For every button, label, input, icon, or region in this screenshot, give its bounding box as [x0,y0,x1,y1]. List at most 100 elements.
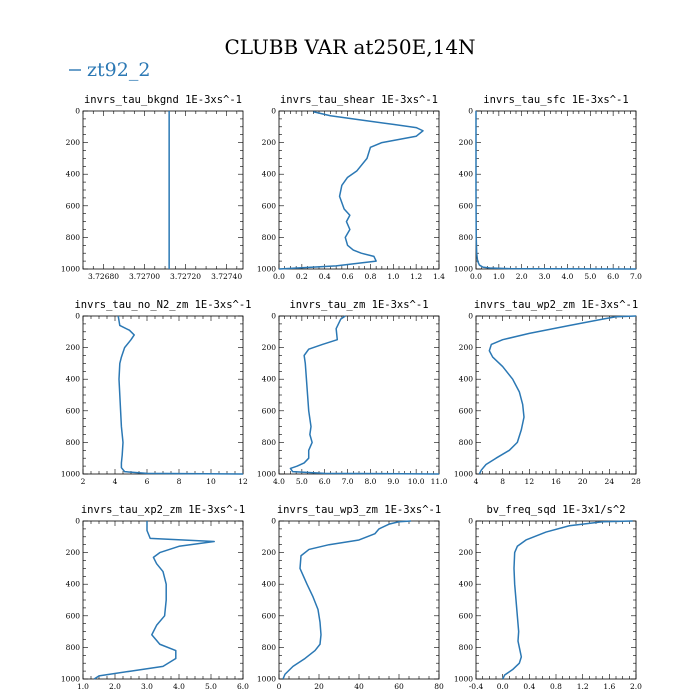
y-tick-label: 800 [262,643,277,652]
x-tick-label: 12 [525,477,535,486]
y-tick-label: 400 [262,170,277,179]
y-tick-label: 0 [468,517,473,526]
y-tick-label: 600 [459,201,474,210]
x-tick-label: 0.4 [319,272,331,281]
x-tick-label: 4 [113,477,118,486]
y-tick-label: 600 [262,611,277,620]
y-tick-label: 0 [75,517,80,526]
x-tick-label: 1.4 [433,272,445,281]
x-tick-label: 5.0 [296,477,308,486]
y-tick-label: 200 [459,138,474,147]
x-tick-label: 0.0 [470,272,482,281]
y-tick-label: 800 [459,643,474,652]
x-tick-label: 7.0 [342,477,354,486]
chart-panel-7: invrs_tau_xp2_zm 1E-3xs^-10 200 400 600 800 1… [61,504,249,691]
x-tick-label: 1.2 [577,682,589,691]
panel-title: invrs_tau_bkgnd 1E-3xs^-1 [84,94,242,106]
x-tick-label: 28 [631,477,641,486]
series-line [475,111,637,270]
x-tick-label: 20 [578,477,588,486]
x-tick-label: 8.0 [364,477,376,486]
y-tick-label: 200 [459,343,474,352]
chart-panel-8: invrs_tau_wp3_zm 1E-3xs^-102004006008001… [257,504,444,691]
legend: zt92_2 [69,59,150,81]
y-tick-label: 400 [262,580,277,589]
y-tick-label: 400 [459,170,474,179]
y-tick-label: 200 [262,138,277,147]
panel-title: invrs_tau_sfc 1E-3xs^-1 [483,94,628,106]
panel-title: invrs_tau_wp2_zm 1E-3xs^-1 [474,299,638,311]
y-tick-label: 600 [66,201,81,210]
y-tick-label: 200 [66,138,81,147]
x-tick-label: 2 [81,477,86,486]
y-tick-label: 600 [66,611,81,620]
x-tick-label: 20 [314,682,324,691]
panel-grid: invrs_tau_bkgnd 1E-3xs^-1020040060080010… [61,94,642,691]
x-tick-label: 7.0 [630,272,642,281]
y-tick-label: 600 [459,406,474,415]
x-tick-label: 80 [434,682,444,691]
x-tick-label: 4.0 [173,682,185,691]
panel-title: invrs_tau_shear 1E-3xs^-1 [280,94,438,106]
x-tick-label: 5.0 [584,272,596,281]
x-tick-label: 3.0 [141,682,153,691]
x-tick-label: -0.4 [469,682,484,691]
y-tick-label: 0 [271,107,276,116]
x-tick-label: 10.0 [408,477,425,486]
plot-frame [475,315,637,475]
y-tick-label: 200 [459,548,474,557]
plot-frame [475,520,637,680]
x-tick-label: 1.0 [493,272,505,281]
plot-frame [82,315,244,475]
y-tick-label: 0 [75,312,80,321]
y-tick-label: 800 [459,233,474,242]
x-tick-label: 0.8 [364,272,376,281]
x-tick-label: 11.0 [431,477,448,486]
y-tick-label: 200 [262,548,277,557]
x-tick-label: 2.0 [516,272,528,281]
x-tick-label: 0.2 [296,272,308,281]
y-tick-label: 200 [66,343,81,352]
chart-panel-9: bv_freq_sqd 1E-3x1/s^2 0 200 400 600 800 1000-… [454,504,642,691]
x-tick-label: 8 [500,477,505,486]
x-tick-label: 24 [605,477,615,486]
x-tick-label: 0 [277,682,282,691]
plot-frame [82,520,244,680]
y-tick-label: 600 [66,406,81,415]
plot-frame [278,110,440,270]
panel-title: bv_freq_sqd 1E-3x1/s^2 [486,504,625,516]
plot-frame [475,110,637,270]
y-tick-label: 0 [75,107,80,116]
series-line [289,315,440,475]
chart-panel-1: invrs_tau_bkgnd 1E-3xs^-1 0 200 400 600 800 10… [61,94,244,281]
x-tick-label: 16 [551,477,561,486]
y-tick-label: 600 [262,406,277,415]
y-tick-label: 200 [262,343,277,352]
x-tick-label: 6 [145,477,150,486]
x-tick-label: 3.0 [539,272,551,281]
x-tick-label: 6.0 [319,477,331,486]
figure-title: CLUBB VAR at250E,14N [224,35,475,59]
y-tick-label: 0 [468,107,473,116]
y-tick-label: 800 [66,233,81,242]
x-tick-label: 6.0 [607,272,619,281]
x-tick-label: 4.0 [273,477,285,486]
y-tick-label: 1000 [454,265,473,274]
panel-title: invrs_tau_wp3_zm 1E-3xs^-1 [277,504,441,516]
x-tick-label: 2.0 [109,682,121,691]
y-tick-label: 800 [66,643,81,652]
series-line [502,520,633,680]
x-tick-label: 0.0 [497,682,509,691]
x-tick-label: 3.72740 [211,272,242,281]
y-tick-label: 600 [262,201,277,210]
series-line [93,521,215,680]
y-tick-label: 1000 [61,265,80,274]
y-tick-label: 800 [262,438,277,447]
y-tick-label: 400 [262,375,277,384]
x-tick-label: 40 [354,682,364,691]
plot-frame [278,520,440,680]
series-line [478,315,637,475]
x-tick-label: 9.0 [387,477,399,486]
plot-frame [82,110,244,270]
panel-title: invrs_tau_xp2_zm 1E-3xs^-1 [81,504,245,516]
